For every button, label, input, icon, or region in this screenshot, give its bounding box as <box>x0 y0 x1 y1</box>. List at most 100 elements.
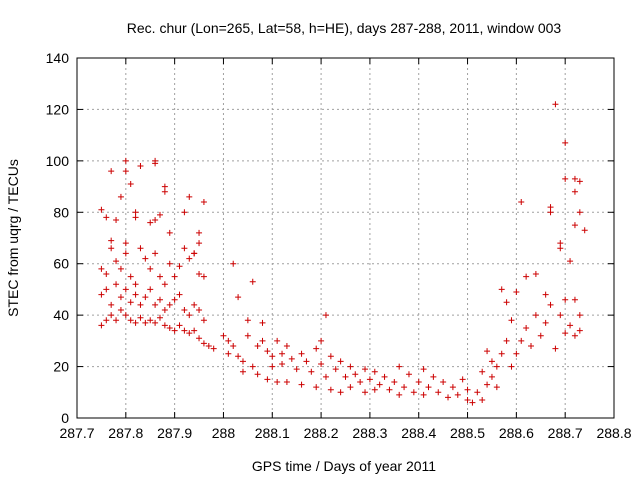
data-point <box>186 330 193 337</box>
data-point <box>103 214 110 221</box>
data-point <box>322 312 329 319</box>
data-point <box>249 363 256 370</box>
data-point <box>459 376 466 383</box>
data-point <box>371 368 378 375</box>
data-point <box>288 355 295 362</box>
data-point <box>318 337 325 344</box>
data-point <box>552 101 559 108</box>
data-point <box>176 291 183 298</box>
data-point <box>279 361 286 367</box>
data-point <box>142 255 149 262</box>
data-point <box>152 301 159 308</box>
data-point <box>386 386 393 393</box>
data-point <box>562 330 569 337</box>
data-point <box>152 319 159 326</box>
x-tick-label: 288.4 <box>401 425 436 441</box>
data-point <box>269 353 276 360</box>
data-point <box>376 381 383 388</box>
data-point <box>571 332 578 339</box>
data-point <box>425 384 432 391</box>
data-point <box>161 188 168 195</box>
data-point <box>225 337 232 344</box>
data-point <box>308 368 315 375</box>
x-tick-label: 287.8 <box>108 425 143 441</box>
data-point <box>200 273 207 280</box>
data-point <box>152 250 159 257</box>
x-tick-label: 288.3 <box>352 425 387 441</box>
data-point <box>137 301 144 308</box>
data-point <box>196 335 203 342</box>
data-point <box>337 389 344 396</box>
data-point <box>171 273 178 280</box>
data-point <box>147 286 154 293</box>
data-point <box>108 168 115 175</box>
data-point <box>98 265 105 272</box>
data-point <box>181 209 188 216</box>
data-point <box>449 384 456 391</box>
data-point <box>122 312 129 319</box>
data-point <box>410 389 417 396</box>
data-point <box>220 332 227 339</box>
data-point <box>156 296 163 303</box>
data-point <box>166 260 173 267</box>
x-tick-label: 288.6 <box>499 425 534 441</box>
data-point <box>113 258 120 265</box>
data-point <box>127 299 134 306</box>
y-tick-label: 80 <box>53 204 69 220</box>
data-point <box>576 178 583 185</box>
data-point <box>518 337 525 344</box>
data-point <box>205 343 212 349</box>
data-point <box>488 373 495 380</box>
x-tick-label: 288.2 <box>304 425 339 441</box>
data-point <box>200 199 207 205</box>
data-point <box>562 139 569 146</box>
data-point <box>191 327 198 334</box>
data-point <box>327 353 334 360</box>
data-point <box>542 319 549 326</box>
data-point <box>327 386 334 393</box>
data-point <box>122 250 129 257</box>
data-point <box>103 271 110 277</box>
data-point <box>532 312 539 319</box>
y-tick-label: 40 <box>53 307 69 323</box>
data-point <box>396 363 403 370</box>
x-tick-label: 288.7 <box>548 425 583 441</box>
data-point <box>562 175 569 182</box>
data-point <box>498 350 505 357</box>
data-point <box>508 317 515 324</box>
data-point <box>352 371 359 378</box>
data-point <box>117 294 124 301</box>
data-point <box>235 353 242 360</box>
data-point <box>113 317 120 324</box>
data-point <box>122 286 129 293</box>
data-point <box>547 209 554 216</box>
data-point <box>142 294 149 301</box>
data-point <box>571 188 578 195</box>
data-point <box>239 358 246 365</box>
data-point <box>122 168 129 175</box>
data-point <box>166 325 173 331</box>
data-point <box>396 391 403 398</box>
data-points <box>98 101 588 406</box>
data-point <box>156 314 163 321</box>
data-point <box>113 281 120 288</box>
data-point <box>532 271 539 277</box>
x-tick-label: 287.7 <box>59 425 94 441</box>
data-point <box>303 358 310 365</box>
data-point <box>537 332 544 339</box>
data-point <box>132 209 139 216</box>
data-point <box>498 286 505 293</box>
data-point <box>264 376 271 383</box>
data-point <box>435 389 442 396</box>
data-point <box>313 384 320 391</box>
data-point <box>581 227 588 234</box>
y-tick-label: 20 <box>53 359 69 375</box>
data-point <box>503 337 510 344</box>
data-point <box>283 379 290 385</box>
data-point <box>156 211 163 218</box>
data-point <box>200 340 207 347</box>
data-point <box>103 286 110 293</box>
data-point <box>415 379 422 385</box>
data-point <box>196 229 203 236</box>
y-tick-label: 60 <box>53 256 69 272</box>
